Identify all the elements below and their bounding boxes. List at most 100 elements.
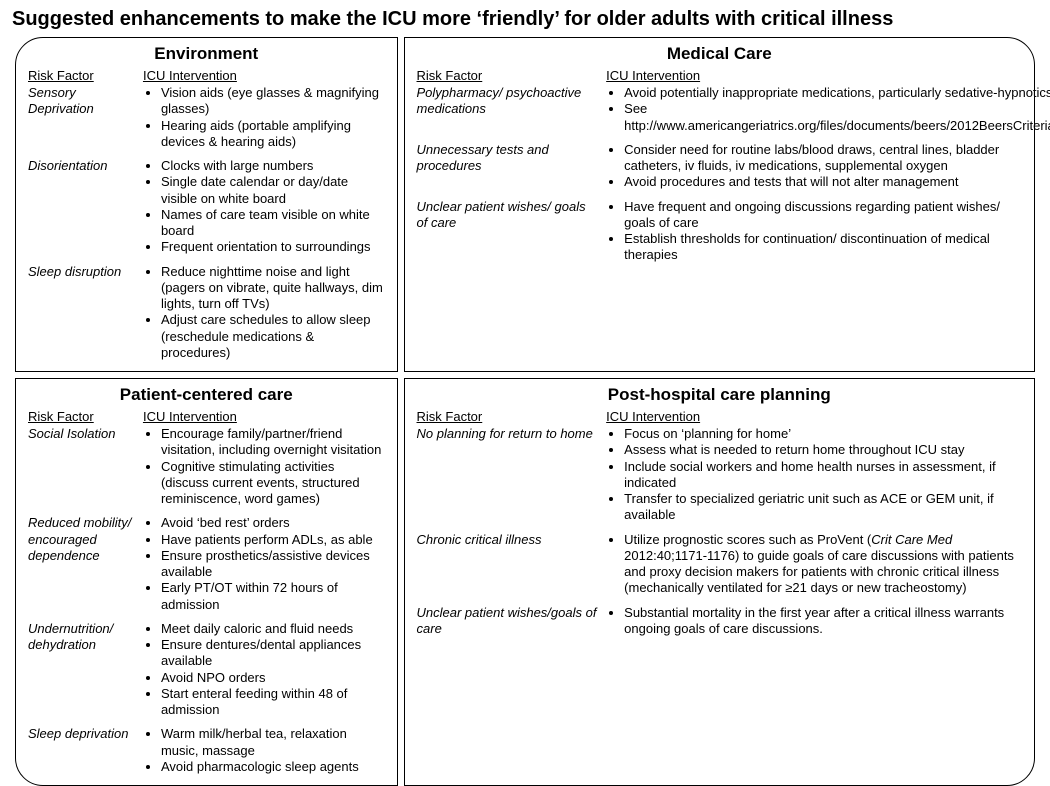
risk-factor: Polypharmacy/ psychoactive medications [417,85,599,134]
intervention-list: Vision aids (eye glasses & magnifying gl… [143,85,385,150]
column-headers: Risk FactorICU Intervention [417,68,1022,83]
intervention-item: Frequent orientation to surroundings [161,239,385,255]
interventions: Meet daily caloric and fluid needsEnsure… [143,621,385,719]
risk-factor: Undernutrition/ dehydration [28,621,135,719]
intervention-item: Start enteral feeding within 48 of admis… [161,686,385,719]
risk-factor: Reduced mobility/ encouraged dependence [28,515,135,613]
quadrant-title: Post-hospital care planning [417,385,1022,405]
intervention-item: Ensure dentures/dental appliances availa… [161,637,385,670]
risk-header: Risk Factor [28,68,135,83]
row: Sensory Deprivation Vision aids (eye glas… [28,85,385,150]
risk-factor: Unnecessary tests and procedures [417,142,599,191]
intervention-list: Clocks with large numbersSingle date cal… [143,158,385,256]
column-headers: Risk Factor ICU Intervention [417,409,1022,424]
interventions: Reduce nighttime noise and light (pagers… [143,264,385,362]
interventions: Substantial mortality in the first year … [606,605,1022,638]
risk-factor: Disorientation [28,158,135,256]
quadrant-title: Patient-centered care [28,385,385,405]
intervention-item: Warm milk/herbal tea, relaxation music, … [161,726,385,759]
quadrant-title: Environment [28,44,385,64]
row: Unnecessary tests and procedures Consider… [417,142,1022,191]
risk-factor: Social Isolation [28,426,135,507]
row: Polypharmacy/ psychoactive medicationsAv… [417,85,1022,134]
intervention-list: Focus on ‘planning for home’Assess what … [606,426,1022,524]
intervention-list: Utilize prognostic scores such as ProVen… [606,532,1022,597]
intervention-list: Warm milk/herbal tea, relaxation music, … [143,726,385,775]
row: Unclear patient wishes/goals of care Subs… [417,605,1022,638]
quadrant-medical: Medical Care Risk FactorICU Intervention P… [404,37,1035,372]
intervention-item: Cognitive stimulating activities (discus… [161,459,385,508]
intervention-item: Assess what is needed to return home thr… [624,442,1022,458]
intervention-item: Have patients perform ADLs, as able [161,532,385,548]
row: Sleep disruptionReduce nighttime noise a… [28,264,385,362]
intervention-item: Names of care team visible on white boar… [161,207,385,240]
interventions: Consider need for routine labs/blood dra… [606,142,1022,191]
row: Reduced mobility/ encouraged dependenceA… [28,515,385,613]
risk-factor: Sleep disruption [28,264,135,362]
risk-factor: Sleep deprivation [28,726,135,775]
interventions: Focus on ‘planning for home’Assess what … [606,426,1022,524]
column-headers: Risk Factor ICU Intervention [28,68,385,83]
page-title: Suggested enhancements to make the ICU m… [10,8,1040,31]
intervention-item: Establish thresholds for continuation/ d… [624,231,1022,264]
risk-factor: Chronic critical illness [417,532,599,597]
intervention-item: Transfer to specialized geriatric unit s… [624,491,1022,524]
quadrant-title: Medical Care [417,44,1022,64]
intervention-item: Avoid NPO orders [161,670,385,686]
intervention-item: Consider need for routine labs/blood dra… [624,142,1022,175]
interventions: Encourage family/partner/friend visitati… [143,426,385,507]
interventions: Have frequent and ongoing discussions re… [606,199,1022,264]
intervention-list: Consider need for routine labs/blood dra… [606,142,1022,191]
quadrant-patient: Patient-centered care Risk Factor ICU Inte… [15,378,398,786]
risk-factor: No planning for return to home [417,426,599,524]
interventions: Avoid ‘bed rest’ ordersHave patients per… [143,515,385,613]
intervention-header: ICU Intervention [143,68,385,83]
intervention-header: ICU Intervention [143,409,385,424]
intervention-header: ICU Intervention [606,68,1022,83]
quadrant-posthospital: Post-hospital care planning Risk Factor IC… [404,378,1035,786]
row: Social Isolation Encourage family/partner… [28,426,385,507]
intervention-item: Avoid pharmacologic sleep agents [161,759,385,775]
row: DisorientationClocks with large numbersS… [28,158,385,256]
intervention-item: Avoid procedures and tests that will not… [624,174,1022,190]
column-headers: Risk Factor ICU Intervention [28,409,385,424]
quadrant-environment: Environment Risk Factor ICU Intervention Se… [15,37,398,372]
risk-header: Risk Factor [28,409,135,424]
risk-header: Risk Factor [417,409,599,424]
intervention-item: Avoid ‘bed rest’ orders [161,515,385,531]
intervention-item: Utilize prognostic scores such as ProVen… [624,532,1022,597]
intervention-item: Avoid potentially inappropriate medicati… [624,85,1050,101]
intervention-item: Have frequent and ongoing discussions re… [624,199,1022,232]
intervention-item: Clocks with large numbers [161,158,385,174]
intervention-item: Meet daily caloric and fluid needs [161,621,385,637]
intervention-list: Have frequent and ongoing discussions re… [606,199,1022,264]
interventions: Utilize prognostic scores such as ProVen… [606,532,1022,597]
interventions: Vision aids (eye glasses & magnifying gl… [143,85,385,150]
intervention-item: Encourage family/partner/friend visitati… [161,426,385,459]
intervention-list: Reduce nighttime noise and light (pagers… [143,264,385,362]
interventions: Avoid potentially inappropriate medicati… [606,85,1050,134]
intervention-item: Single date calendar or day/date visible… [161,174,385,207]
intervention-item: Early PT/OT within 72 hours of admission [161,580,385,613]
intervention-list: Encourage family/partner/friend visitati… [143,426,385,507]
intervention-list: Meet daily caloric and fluid needsEnsure… [143,621,385,719]
intervention-item: Ensure prosthetics/assistive devices ava… [161,548,385,581]
intervention-item: Substantial mortality in the first year … [624,605,1022,638]
intervention-item: See http://www.americangeriatrics.org/fi… [624,101,1050,134]
row: Unclear patient wishes/ goals of care Hav… [417,199,1022,264]
intervention-header: ICU Intervention [606,409,1022,424]
risk-factor: Sensory Deprivation [28,85,135,150]
interventions: Clocks with large numbersSingle date cal… [143,158,385,256]
interventions: Warm milk/herbal tea, relaxation music, … [143,726,385,775]
row: No planning for return to homeFocus on ‘… [417,426,1022,524]
intervention-item: Hearing aids (portable amplifying device… [161,118,385,151]
intervention-item: Vision aids (eye glasses & magnifying gl… [161,85,385,118]
risk-factor: Unclear patient wishes/ goals of care [417,199,599,264]
row: Sleep deprivation Warm milk/herbal tea, r… [28,726,385,775]
intervention-item: Include social workers and home health n… [624,459,1022,492]
intervention-item: Adjust care schedules to allow sleep (re… [161,312,385,361]
quadrant-grid: Environment Risk Factor ICU Intervention Se… [15,37,1035,786]
risk-factor: Unclear patient wishes/goals of care [417,605,599,638]
intervention-list: Substantial mortality in the first year … [606,605,1022,638]
row: Undernutrition/ dehydrationMeet daily ca… [28,621,385,719]
